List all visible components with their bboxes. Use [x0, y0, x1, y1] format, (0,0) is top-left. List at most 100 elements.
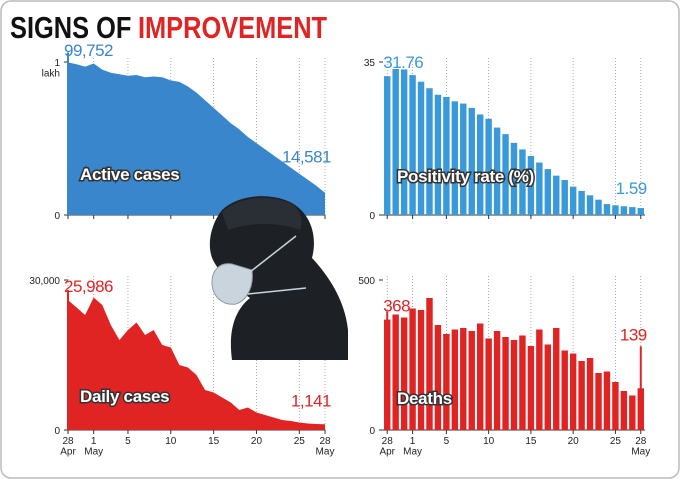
y-tick-label: 35 — [364, 58, 376, 69]
bar — [493, 127, 501, 215]
bar — [468, 331, 475, 430]
title-plain: SIGNS OF — [10, 11, 131, 46]
bar — [586, 358, 594, 430]
bar — [629, 395, 636, 430]
bar — [620, 206, 628, 215]
value-label: 14,581 — [282, 148, 331, 167]
x-tick-label: 28 Apr — [60, 436, 76, 458]
x-tick-label: 1 May — [84, 436, 103, 458]
y-tick-label: 30,000 — [29, 276, 60, 287]
bar — [392, 314, 399, 430]
bar — [620, 391, 628, 430]
bar — [493, 331, 501, 430]
bar — [417, 81, 425, 216]
bar — [485, 118, 492, 215]
bar — [502, 337, 509, 430]
bar — [476, 114, 484, 215]
bar — [578, 190, 585, 215]
bar — [485, 338, 492, 430]
bar — [409, 308, 416, 430]
bar — [569, 186, 577, 215]
x-tick-label: 15 — [208, 436, 220, 447]
bar — [612, 205, 619, 215]
bar — [400, 69, 408, 215]
bar — [612, 382, 619, 430]
x-tick-label: 1 May — [403, 436, 422, 458]
bar — [451, 101, 459, 215]
y-tick-label: 0 — [369, 426, 375, 437]
bar — [536, 162, 543, 215]
bar — [468, 107, 475, 215]
x-tick-label: 28 May — [316, 436, 335, 458]
bar — [603, 371, 611, 430]
bar — [536, 329, 543, 430]
value-label: 368 — [383, 297, 410, 316]
value-label: 99,752 — [64, 41, 113, 60]
bar — [417, 310, 425, 430]
bar — [460, 103, 467, 215]
x-tick-label: 28 May — [631, 436, 650, 458]
bar — [519, 149, 526, 215]
bar — [451, 329, 459, 430]
bar — [434, 94, 442, 215]
value-label: 1.59 — [616, 179, 647, 198]
y-tick-label: 500 — [358, 276, 375, 287]
area — [68, 297, 325, 430]
x-tick-label: 20 — [251, 436, 263, 447]
bar — [426, 298, 433, 430]
silhouette-body — [209, 196, 348, 360]
bar — [544, 344, 552, 430]
bar — [586, 195, 594, 215]
panel-title: Positivity rate (%) — [397, 167, 534, 186]
y-tick-label: 0 — [369, 211, 375, 222]
y-tick-label: 0 — [54, 211, 60, 222]
bar — [578, 361, 585, 430]
bar — [443, 96, 450, 215]
silhouette — [209, 196, 348, 360]
bar — [460, 328, 467, 430]
panel-title: Daily cases — [80, 387, 169, 406]
mask-strap — [247, 235, 307, 295]
panel-title: Deaths — [397, 389, 452, 408]
x-tick-label: 28 Apr — [379, 436, 395, 458]
bar — [510, 142, 518, 215]
panel-title: Active cases — [80, 165, 179, 184]
bar — [409, 75, 416, 215]
x-tick-label: 5 — [444, 436, 450, 447]
bar — [595, 199, 602, 215]
bar — [400, 317, 408, 430]
bar — [426, 88, 433, 215]
x-tick-label: 15 — [525, 436, 537, 447]
bar — [637, 208, 644, 215]
bar — [384, 76, 391, 216]
bar — [392, 68, 399, 215]
bar — [603, 204, 611, 215]
bar — [595, 373, 602, 430]
bar — [510, 340, 518, 430]
bar — [561, 180, 568, 215]
page-title: SIGNS OF IMPROVEMENT — [10, 11, 327, 46]
bar — [527, 155, 535, 215]
bar — [519, 335, 526, 430]
x-tick-label: 5 — [125, 436, 131, 447]
area — [68, 62, 325, 215]
x-tick-label: 25 — [294, 436, 306, 447]
silhouette-hair — [222, 197, 302, 230]
bar — [502, 134, 509, 215]
bar — [476, 323, 484, 430]
x-tick-label: 10 — [165, 436, 177, 447]
bar — [553, 175, 560, 215]
value-label: 1,141 — [291, 391, 331, 410]
y-tick-label: 1 lakh — [42, 58, 61, 80]
bar — [443, 334, 450, 430]
y-tick-label: 0 — [54, 426, 60, 437]
value-label: 25,986 — [64, 277, 113, 296]
mask — [211, 263, 253, 305]
x-tick-label: 25 — [610, 436, 622, 447]
bar — [561, 350, 568, 430]
bar — [434, 325, 442, 430]
bar — [544, 169, 552, 215]
value-label: 31.76 — [383, 53, 423, 72]
